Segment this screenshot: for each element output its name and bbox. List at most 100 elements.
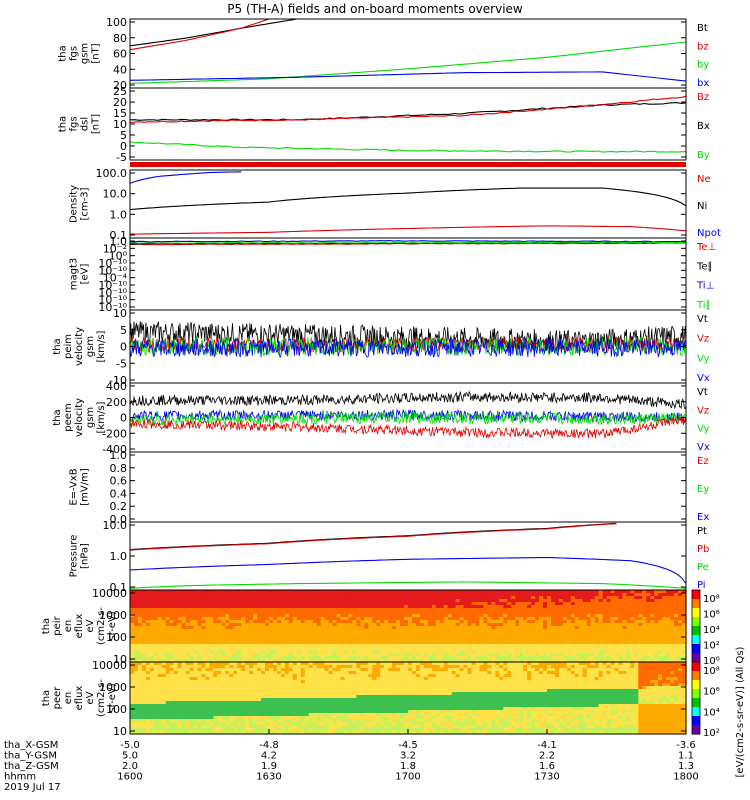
heat-cell: [384, 632, 389, 636]
heat-cell: [562, 599, 568, 603]
heat-cell: [602, 647, 608, 651]
heat-cell: [332, 620, 338, 624]
heat-cell: [396, 602, 401, 606]
heat-cell: [265, 608, 270, 612]
series-Pi: [130, 556, 686, 584]
heat-cell: [582, 632, 588, 636]
heat-cell: [662, 620, 667, 624]
heat-cell: [272, 716, 278, 720]
heat-cell: [622, 647, 628, 651]
heat-cell: [415, 650, 421, 654]
heat-cell: [316, 725, 322, 729]
heat-cell: [678, 626, 683, 630]
heat-cell: [133, 599, 139, 603]
heat-cell: [479, 593, 485, 597]
heat-cell: [598, 653, 604, 657]
heat-cell: [173, 683, 179, 687]
heat-cell: [149, 689, 155, 693]
heat-cell: [137, 602, 143, 606]
heat-cell: [308, 659, 314, 663]
heat-cell: [145, 647, 151, 651]
heat-cell: [376, 632, 381, 636]
heat-cell: [475, 632, 481, 636]
heat-cell: [479, 647, 485, 651]
heat-cell: [189, 665, 195, 669]
heat-cell: [225, 638, 230, 642]
heat-cell: [308, 641, 314, 645]
heat-cell: [213, 710, 218, 714]
heat-cell: [197, 668, 203, 672]
heat-cell: [201, 605, 207, 609]
heat-cell: [566, 650, 572, 654]
heat-cell: [173, 692, 179, 696]
heat-cell: [388, 611, 393, 615]
heat-cell: [443, 644, 449, 648]
heat-cell: [658, 659, 663, 663]
heat-cell: [515, 608, 520, 612]
heat-cell: [384, 653, 389, 657]
heat-cell: [205, 614, 211, 618]
heat-cell: [312, 674, 318, 678]
heat-cell: [245, 644, 250, 648]
heat-cell: [237, 698, 242, 702]
heat-cell: [308, 719, 314, 723]
heat-cell: [336, 662, 342, 666]
heat-cell: [650, 632, 655, 636]
heat-cell: [137, 632, 143, 636]
heat-cell: [253, 683, 258, 687]
heat-cell: [272, 635, 278, 639]
heat-cell: [340, 686, 346, 690]
heat-cell: [292, 659, 298, 663]
heat-cell: [229, 683, 234, 687]
heat-cell: [682, 638, 687, 642]
heat-cell: [272, 683, 278, 687]
heat-cell: [308, 602, 314, 606]
heat-cell: [296, 617, 302, 621]
heat-cell: [261, 671, 266, 675]
heat-cell: [269, 716, 274, 720]
heat-cell: [189, 635, 195, 639]
heat-cell: [511, 653, 516, 657]
heat-cell: [523, 614, 528, 618]
heat-cell: [543, 608, 548, 612]
heat-cell: [487, 629, 492, 633]
heat-cell: [233, 653, 238, 657]
heat-cell: [364, 659, 369, 663]
heat-cell: [312, 590, 318, 594]
heat-cell: [320, 611, 326, 615]
heat-cell: [269, 722, 274, 726]
heat-cell: [467, 608, 473, 612]
colorbar-segment: [692, 608, 700, 618]
heat-cell: [547, 653, 552, 657]
heat-cell: [415, 593, 421, 597]
heat-cell: [265, 623, 270, 627]
heat-cell: [547, 656, 552, 660]
heat-cell: [554, 659, 560, 663]
heat-cell: [300, 674, 306, 678]
heat-cell: [312, 710, 318, 714]
heat-cell: [376, 611, 381, 615]
heat-cell: [562, 623, 568, 627]
heat-cell: [288, 674, 294, 678]
heat-cell: [574, 635, 580, 639]
heat-cell: [233, 677, 238, 681]
heat-cell: [507, 653, 512, 657]
heat-cell: [189, 599, 195, 603]
heat-cell: [241, 722, 246, 726]
heat-cell: [356, 632, 361, 636]
heat-cell: [185, 701, 191, 705]
heat-cell: [189, 701, 195, 705]
series-group: [130, 321, 686, 359]
heat-cell: [411, 611, 417, 615]
heat-cell: [582, 617, 588, 621]
heat-cell: [261, 686, 266, 690]
heat-cell: [515, 602, 520, 606]
heat-cell: [380, 620, 385, 624]
heat-cell: [388, 608, 393, 612]
heat-cell: [586, 599, 592, 603]
heat-cell: [153, 626, 159, 630]
heat-cell: [578, 614, 584, 618]
heat-cell: [221, 710, 226, 714]
heat-cell: [153, 671, 159, 675]
legend-label-Pe: Pe: [697, 562, 709, 573]
